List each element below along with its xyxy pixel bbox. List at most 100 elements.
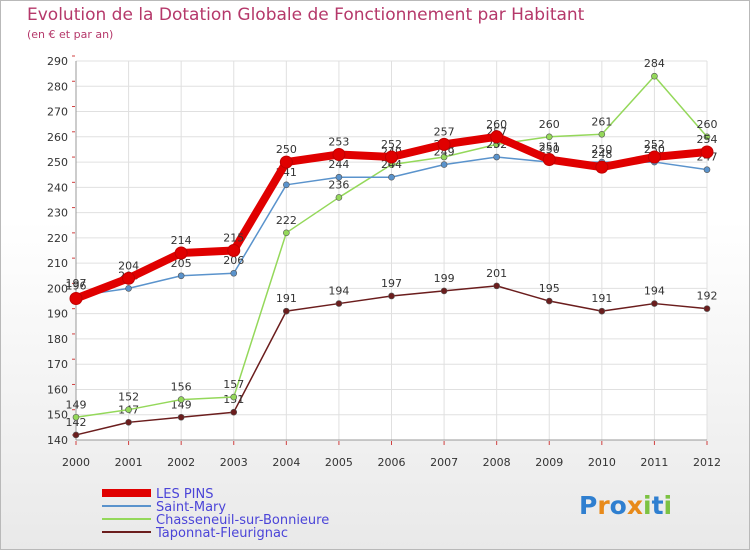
data-label: 149 [171,398,192,411]
chart-subtitle: (en € et par an) [27,28,114,41]
data-label: 206 [223,254,244,267]
logo-letter: i [643,491,652,520]
data-label: 261 [591,115,612,128]
data-label: 157 [223,378,244,391]
data-point [545,297,553,305]
data-point [700,145,714,159]
x-tick-label: 2003 [220,456,248,469]
data-label: 192 [697,290,718,303]
y-tick-label: 170 [47,358,68,371]
data-label: 253 [328,135,349,148]
data-point [177,396,185,403]
data-point [440,153,448,161]
legend-label: LES PINS [156,487,214,502]
y-tick-label: 210 [47,257,68,270]
data-label: 236 [328,178,349,191]
x-tick-label: 2002 [167,456,195,469]
data-point [230,393,238,401]
y-tick-label: 160 [47,383,68,396]
data-label: 244 [381,158,402,171]
data-label: 284 [644,57,665,70]
data-point [493,282,500,290]
data-point [437,137,451,151]
data-point [703,133,711,141]
data-point [335,300,343,307]
data-point [703,166,711,173]
data-label: 191 [591,292,612,305]
data-point [332,147,346,161]
data-point [651,72,658,80]
data-label: 204 [118,259,139,272]
data-point [230,408,238,416]
data-point [335,173,343,181]
data-point [283,229,290,237]
logo-letter: r [597,491,610,520]
data-label: 199 [434,272,455,285]
data-label: 222 [276,214,297,227]
data-label: 197 [381,277,402,290]
data-point [598,307,606,315]
y-tick-label: 230 [47,207,68,220]
data-point [388,173,395,181]
logo-letter: x [626,491,643,520]
y-tick-label: 220 [47,232,68,245]
y-tick-label: 240 [47,181,68,194]
x-tick-label: 2008 [483,456,511,469]
data-label: 214 [171,234,192,247]
x-tick-label: 2000 [62,456,90,469]
data-label: 250 [591,143,612,156]
data-label: 260 [539,118,560,131]
data-label: 142 [66,416,87,429]
data-point [72,431,80,439]
chart-title: Evolution de la Dotation Globale de Fonc… [27,5,585,25]
data-point [598,130,606,138]
data-label: 194 [328,285,349,298]
data-point [174,246,188,260]
data-point [283,181,290,189]
data-point [122,271,136,285]
x-tick-label: 2006 [378,456,406,469]
y-tick-label: 290 [47,55,68,68]
data-label: 205 [171,257,192,270]
data-label: 257 [434,125,455,138]
y-tick-label: 200 [47,282,68,295]
proxiti-logo: Proxiti [579,491,672,520]
logo-letter: i [663,491,673,520]
data-point [545,133,553,141]
x-tick-label: 2004 [272,456,300,469]
data-point [595,160,609,174]
data-label: 156 [171,381,192,394]
legend-label: Chasseneuil-sur-Bonnieure [156,513,329,528]
x-tick-label: 2007 [430,456,458,469]
data-point [69,292,83,306]
legend-label: Taponnat-Fleurignac [155,526,288,541]
data-point [440,161,448,168]
logo-letter: P [579,491,598,520]
data-point [440,287,448,295]
x-tick-label: 2005 [325,456,353,469]
data-label: 260 [486,118,507,131]
data-point [227,244,241,257]
data-point [335,194,343,201]
y-tick-label: 180 [47,333,68,346]
data-point [493,153,500,161]
data-label: 252 [644,138,665,151]
data-label: 201 [486,267,507,280]
legend-label: Saint-Mary [156,500,226,515]
data-point [490,130,504,144]
data-label: 251 [539,141,560,154]
data-point [388,292,395,300]
data-label: 244 [328,158,349,171]
data-label: 254 [697,133,718,146]
data-point [125,419,132,426]
data-label: 248 [591,148,612,161]
data-point [279,155,293,169]
data-point [230,269,238,277]
data-point [703,305,711,312]
data-point [125,285,132,292]
data-point [647,150,661,164]
data-label: 196 [66,280,87,293]
data-label: 194 [644,285,665,298]
logo-letter: t [651,491,664,520]
